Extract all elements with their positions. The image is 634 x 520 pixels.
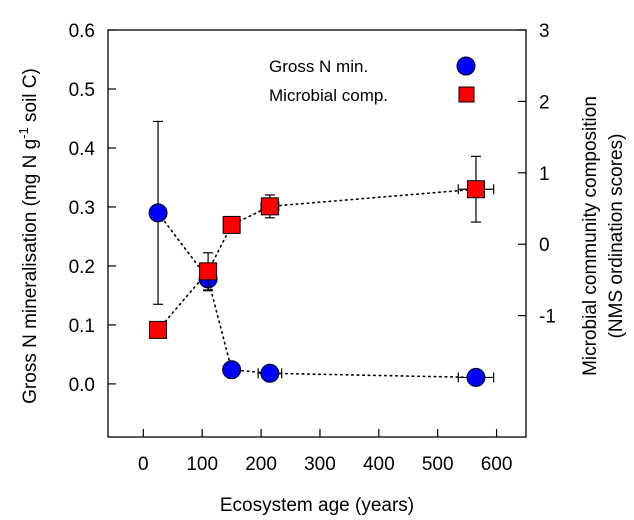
data-point-square	[222, 215, 241, 234]
x-axis-title: Ecosystem age (years)	[220, 495, 414, 516]
y-left-tick-label: 0.1	[69, 316, 95, 337]
x-axis: 0 100 200 300 400 500 600	[138, 429, 512, 475]
y-left-tick-label: 0.5	[69, 80, 95, 101]
y-axis-left-title-sup: -1	[16, 127, 31, 139]
legend-marker-microbial	[458, 86, 475, 103]
x-tick-label: 500	[422, 454, 454, 475]
y-left-tick-label: 0.0	[69, 375, 95, 396]
y-left-tick-label: 0.3	[69, 198, 95, 219]
y-right-tick-label: -1	[539, 307, 556, 328]
data-point-circle	[260, 363, 280, 383]
legend: Gross N min. Microbial comp.	[269, 56, 476, 105]
x-tick-label: 100	[186, 454, 218, 475]
legend-marker-gross-n	[456, 56, 476, 76]
plot-frame	[107, 29, 527, 438]
y-right-tick-label: 1	[539, 164, 550, 185]
data-point-circle	[222, 360, 242, 380]
data-point-square	[149, 320, 168, 339]
y-axis-left-title: Gross N mineralisation (mg N g-1 soil C)	[16, 68, 41, 404]
series-line	[157, 188, 477, 331]
y-right-tick-label: 0	[539, 235, 550, 256]
y-axis-left: 0.0 0.1 0.2 0.3 0.4 0.5 0.6	[69, 21, 116, 396]
legend-label-microbial: Microbial comp.	[269, 86, 388, 105]
data-point-square	[199, 262, 218, 281]
series-gross-n	[148, 120, 495, 387]
series-microbial	[149, 155, 495, 339]
legend-label-gross-n: Gross N min.	[269, 57, 368, 76]
data-point-circle	[466, 367, 486, 387]
y-right-tick-label: 3	[539, 21, 550, 42]
y-axis-right-title-line1: Microbial community composition	[580, 96, 601, 376]
x-tick-label: 400	[363, 454, 395, 475]
y-left-tick-label: 0.2	[69, 257, 95, 278]
y-axis-right-title-line2: (NMS ordination scores)	[606, 134, 627, 339]
series-line	[157, 212, 477, 379]
x-tick-label: 300	[304, 454, 336, 475]
x-tick-label: 200	[245, 454, 277, 475]
x-tick-label: 600	[481, 454, 513, 475]
data-point-square	[260, 197, 279, 216]
series-layer	[148, 120, 495, 387]
y-axis-right: -1 0 1 2 3	[518, 21, 556, 328]
y-left-tick-label: 0.6	[69, 21, 95, 42]
y-left-tick-label: 0.4	[69, 139, 96, 160]
data-point-square	[466, 180, 485, 199]
y-right-tick-label: 2	[539, 92, 550, 113]
data-point-circle	[148, 203, 168, 223]
x-tick-label: 0	[138, 454, 149, 475]
